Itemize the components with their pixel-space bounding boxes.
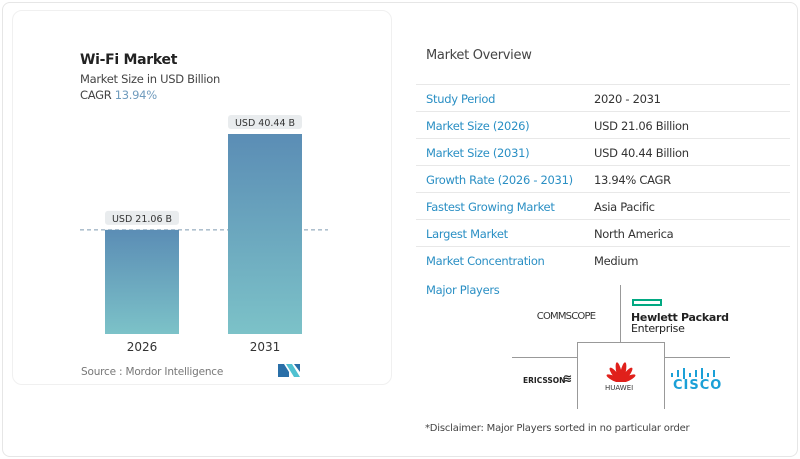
overview-row: Fastest Growing Market Asia Pacific — [416, 192, 790, 219]
overview-row-value: USD 40.44 Billion — [594, 146, 689, 160]
overview-row-value: 13.94% CAGR — [594, 173, 671, 187]
chart-title: Wi-Fi Market — [80, 52, 178, 68]
overview-row: Market Size (2026) USD 21.06 Billion — [416, 111, 790, 138]
overview-row-label: Study Period — [426, 92, 496, 106]
overview-row-value: 2020 - 2031 — [594, 92, 661, 106]
cisco-logo-text: CISCO — [673, 378, 723, 393]
data-label: USD 21.06 B — [112, 214, 172, 225]
overview-row-value: USD 21.06 Billion — [594, 119, 689, 133]
overview-row-value: Asia Pacific — [594, 200, 655, 214]
overview-row: Market Size (2031) USD 40.44 Billion — [416, 138, 790, 165]
overview-row-label: Market Size (2026) — [426, 119, 530, 133]
mordor-logo-icon — [278, 364, 300, 377]
bar-2026 — [105, 229, 179, 334]
overview-row: Study Period 2020 - 2031 — [416, 84, 790, 111]
commscope-logo: COMMSCOPE — [536, 311, 596, 322]
disclaimer: *Disclaimer: Major Players sorted in no … — [425, 423, 690, 434]
source-text: Source : Mordor Intelligence — [81, 366, 224, 378]
cagr-label: CAGR — [80, 88, 112, 102]
ericsson-logo: ERICSSON — [523, 376, 566, 385]
overview-row-label: Market Size (2031) — [426, 146, 530, 160]
cisco-bars-icon — [671, 368, 715, 379]
data-label-bg — [228, 115, 302, 129]
huawei-logo-text: HUAWEI — [605, 384, 634, 392]
overview-row-value: Medium — [594, 254, 639, 268]
bar-2031 — [228, 134, 302, 334]
overview-row-label: Fastest Growing Market — [426, 200, 555, 214]
hpe-logo-icon — [632, 299, 662, 306]
divider — [620, 285, 621, 342]
huawei-logo-icon — [606, 362, 636, 382]
overview-row: Market Concentration Medium — [416, 246, 790, 273]
overview-row: Largest Market North America — [416, 219, 790, 246]
data-label: USD 40.44 B — [235, 118, 295, 129]
hpe-logo-line2: Enterprise — [631, 322, 685, 335]
chart-subtitle: Market Size in USD Billion — [80, 72, 221, 86]
major-players-label: Major Players — [426, 283, 500, 297]
overview-row: Growth Rate (2026 - 2031) 13.94% CAGR — [416, 165, 790, 192]
x-tick-label: 2031 — [250, 340, 281, 354]
data-label-bg — [105, 210, 179, 225]
cagr: CAGR 13.94% — [80, 88, 157, 102]
overview-row-value: North America — [594, 227, 674, 241]
overview-row-label: Market Concentration — [426, 254, 545, 268]
bar-chart: USD 21.06 B 2026 USD 40.44 B 2031 — [80, 115, 328, 354]
x-tick-label: 2026 — [127, 340, 158, 354]
ericsson-mark-icon: ≋ — [563, 372, 573, 385]
chart-card — [12, 10, 392, 385]
hpe-logo-line1: Hewlett Packard — [631, 311, 729, 324]
overview-row-label: Growth Rate (2026 - 2031) — [426, 173, 573, 187]
overview-title: Market Overview — [426, 48, 532, 63]
cagr-value: 13.94% — [114, 88, 157, 102]
overview-row-label: Largest Market — [426, 227, 508, 241]
